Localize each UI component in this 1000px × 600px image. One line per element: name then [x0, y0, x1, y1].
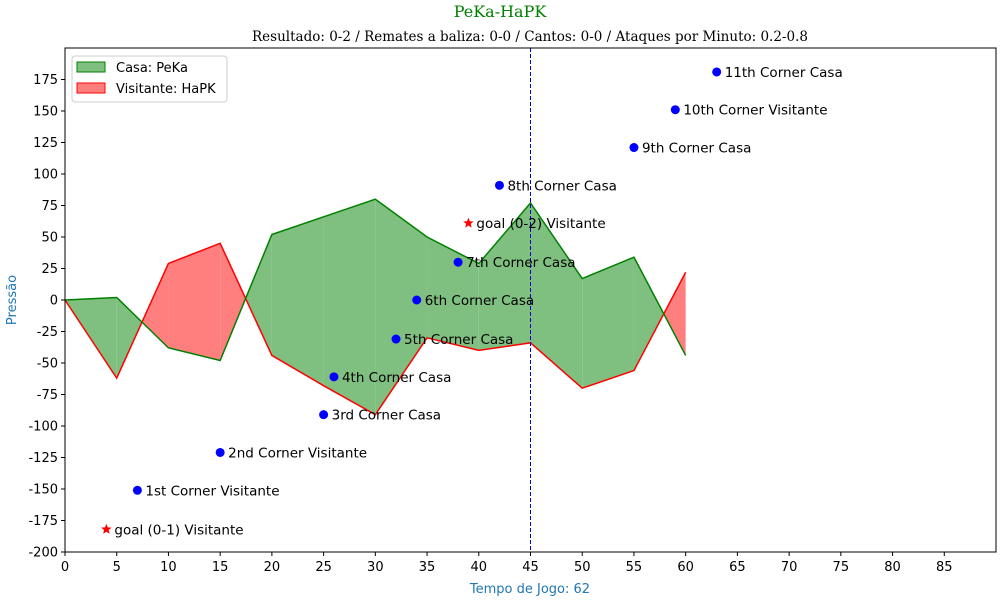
corner-label: 4th Corner Casa: [342, 370, 451, 386]
y-tick-label: 25: [41, 262, 58, 277]
legend-frame: [71, 55, 228, 103]
y-tick-label: 100: [33, 168, 58, 183]
legend-swatch-home: [76, 61, 106, 73]
away-fill-segment: [220, 243, 246, 361]
home-fill-segment: [375, 199, 428, 415]
home-fill-segment: [582, 257, 634, 389]
y-tick-label: -125: [28, 451, 58, 466]
y-tick-label: 175: [33, 73, 58, 88]
y-tick-label: -75: [37, 388, 58, 403]
corner-marker: [453, 257, 463, 267]
chart-title: PeKa-HaPK: [454, 2, 548, 21]
legend-label-home: Casa: PeKa: [116, 61, 188, 76]
line-layer: [64, 48, 687, 552]
x-tick-label: 40: [471, 560, 488, 575]
x-tick-label: 0: [61, 560, 69, 575]
corner-label: 2nd Corner Visitante: [228, 445, 367, 461]
x-tick-label: 70: [781, 560, 798, 575]
y-tick-label: -150: [28, 483, 58, 498]
corner-label: 7th Corner Casa: [466, 255, 575, 271]
x-tick-label: 30: [367, 560, 384, 575]
corner-label: 11th Corner Casa: [725, 65, 843, 81]
y-axis-title: Pressão: [5, 275, 20, 325]
home-fill-segment: [245, 234, 272, 356]
home-fill-segment: [633, 257, 664, 371]
corner-label: 1st Corner Visitante: [145, 483, 279, 499]
goal-label: goal (0-2) Visitante: [476, 216, 605, 232]
x-tick-label: 45: [522, 560, 539, 575]
x-tick-label: 15: [212, 560, 229, 575]
corner-label: 9th Corner Casa: [642, 141, 751, 157]
y-tick-label: -50: [37, 357, 58, 372]
x-tick-label: 25: [315, 560, 332, 575]
goal-label: goal (0-1) Visitante: [114, 522, 243, 538]
y-axis-ticks: -200 -175 -150 -125 -100 -75 -50 -25 0 25 50 75 100 1…: [28, 73, 65, 561]
corner-label: 3rd Corner Casa: [332, 408, 441, 424]
x-tick-label: 75: [833, 560, 850, 575]
x-axis-ticks: 0 5 10 15 20 25 30 35 40 45 50 55 60 65 70 75 80 85: [61, 552, 953, 575]
x-tick-label: 5: [113, 560, 121, 575]
y-tick-label: -100: [28, 420, 58, 435]
away-fill-segment: [141, 263, 169, 348]
home-fill-segment: [271, 216, 324, 386]
home-fill-segment: [427, 237, 479, 351]
fill-layer: [65, 199, 686, 415]
y-tick-label: 150: [33, 105, 58, 120]
x-tick-label: 85: [936, 560, 953, 575]
corner-marker: [391, 334, 401, 344]
x-tick-label: 65: [729, 560, 746, 575]
x-tick-label: 35: [419, 560, 436, 575]
home-fill-segment: [530, 202, 583, 389]
legend-swatch-away: [76, 82, 106, 94]
corner-label: 6th Corner Casa: [425, 293, 534, 309]
corner-marker: [712, 67, 722, 77]
x-tick-label: 10: [160, 560, 177, 575]
y-tick-label: 75: [41, 199, 58, 214]
corner-label: 8th Corner Casa: [507, 178, 616, 194]
y-tick-label: 125: [33, 136, 58, 151]
corner-marker: [329, 372, 339, 382]
x-tick-label: 55: [626, 560, 643, 575]
home-fill-segment: [478, 202, 531, 351]
x-axis-title: Tempo de Jogo: 62: [469, 582, 590, 597]
corner-marker: [412, 295, 422, 305]
away-fill-segment: [168, 243, 221, 361]
corner-marker: [494, 180, 504, 190]
chart-subtitle: Resultado: 0-2 / Remates a baliza: 0-0 /…: [252, 29, 808, 45]
y-tick-label: -25: [37, 325, 58, 340]
legend: Casa: PeKa Visitante: HaPK: [71, 55, 228, 103]
goal-marker: [463, 217, 474, 228]
annotation-layer: goal (0-1) Visitante 1st Corner Visitante…: [101, 65, 843, 538]
y-tick-label: -175: [28, 514, 58, 529]
x-tick-label: 60: [677, 560, 694, 575]
x-tick-label: 80: [884, 560, 901, 575]
corner-label: 5th Corner Casa: [404, 332, 513, 348]
axes: 0 5 10 15 20 25 30 35 40 45 50 55 60 65 70 75 80 85 -200-…: [28, 47, 997, 575]
y-tick-label: -200: [28, 546, 58, 561]
x-tick-label: 50: [574, 560, 591, 575]
plot-area: goal (0-1) Visitante 1st Corner Visitante…: [64, 48, 843, 552]
corner-marker: [215, 447, 225, 457]
x-tick-label: 20: [264, 560, 281, 575]
legend-label-away: Visitante: HaPK: [116, 82, 216, 97]
corner-marker: [319, 410, 329, 420]
goal-marker: [101, 523, 112, 534]
corner-label: 10th Corner Visitante: [683, 103, 827, 119]
corner-marker: [670, 105, 680, 115]
y-tick-label: 50: [41, 231, 58, 246]
away-fill-segment: [663, 272, 686, 356]
home-fill-segment: [323, 199, 376, 415]
y-tick-label: 0: [50, 294, 58, 309]
home-series-line: [64, 198, 687, 362]
corner-marker: [132, 485, 142, 495]
corner-marker: [629, 143, 639, 153]
away-series-line: [64, 242, 687, 416]
home-fill-segment: [116, 297, 142, 379]
